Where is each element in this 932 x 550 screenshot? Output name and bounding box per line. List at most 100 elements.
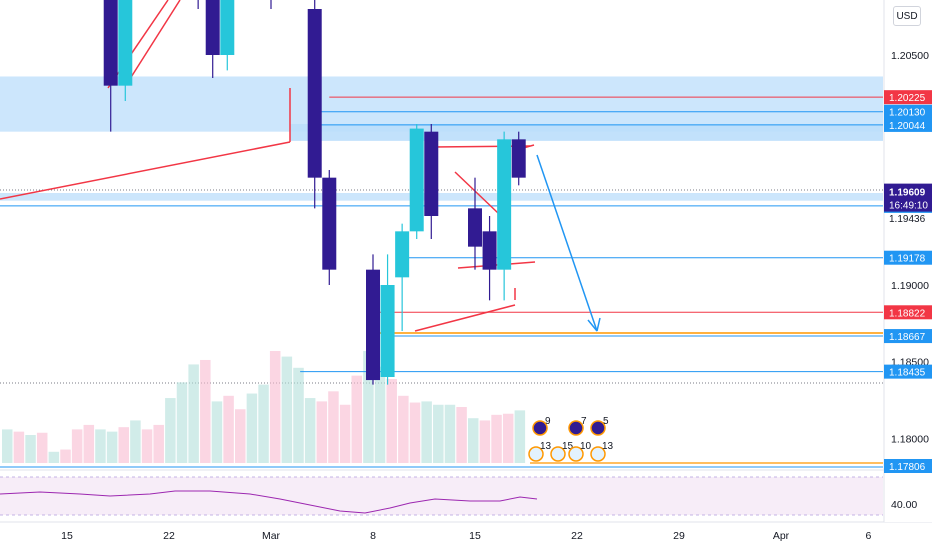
candle-down: [366, 269, 380, 381]
volume-bar: [328, 391, 339, 463]
volume-bar: [386, 379, 397, 463]
price-tag-bg: [884, 329, 932, 344]
volume-bar: [25, 435, 36, 463]
rsi-band: [0, 477, 883, 515]
volume-bar: [374, 366, 386, 463]
volume-bar: [211, 401, 223, 463]
volume-bar: [363, 351, 374, 463]
price-tag: 1.19178: [889, 254, 926, 265]
price-tag-bg: [884, 459, 932, 473]
candle-down: [482, 231, 497, 270]
trend-line: [454, 171, 499, 214]
candle-down: [468, 208, 482, 247]
volume-bar: [48, 451, 60, 463]
time-tick-label: 15: [61, 530, 73, 542]
price-tag-bg: [884, 104, 932, 119]
time-tick-label: 6: [866, 530, 872, 542]
price-tag: 1.17806: [889, 462, 926, 473]
volume-bar: [468, 418, 479, 463]
event-flag-icon: [568, 446, 584, 462]
candle-up: [118, 0, 133, 86]
volume-bar: [165, 398, 176, 463]
event-icon: [532, 420, 548, 436]
rsi-pane: [0, 469, 932, 523]
candle-up: [497, 139, 512, 270]
volume-bar: [71, 429, 83, 463]
price-tag: 1.18435: [889, 368, 926, 379]
volume-bar: [246, 393, 258, 463]
time-axis[interactable]: 1522Mar8152229Apr61: [61, 530, 932, 542]
volume-bar: [351, 375, 362, 463]
event-count: 10: [580, 441, 592, 452]
candle-up: [220, 0, 235, 56]
time-tick-label: 8: [370, 530, 376, 542]
volume-bar: [456, 407, 467, 463]
levels-layer: [0, 96, 883, 468]
candle-up: [395, 231, 410, 278]
volume-bar: [258, 384, 269, 463]
price-tag: 1.18667: [889, 332, 926, 343]
currency-button[interactable]: USD: [893, 6, 921, 26]
event-count: 5: [603, 416, 609, 427]
volume-bar: [118, 427, 129, 463]
current-price-label: 1.19609: [889, 188, 926, 199]
volume-bar: [269, 351, 281, 463]
volume-bar: [281, 356, 293, 463]
current-price-bg: [884, 183, 932, 212]
trend-line: [0, 141, 291, 200]
events-layer[interactable]: 9 7 5 13 15 10 13: [528, 416, 614, 462]
price-tag-bg: [884, 364, 932, 379]
trend-line: [414, 304, 516, 332]
time-tick-label: 22: [163, 530, 175, 542]
volume-bar: [153, 424, 164, 463]
current-zone: [0, 193, 883, 201]
volume-bar: [223, 395, 234, 463]
price-tag-bg: [884, 90, 932, 105]
grid-layer: [0, 189, 883, 384]
time-tick-label: 15: [469, 530, 481, 542]
price-tick-label: 1.19000: [891, 280, 929, 292]
price-tag-bg: [884, 117, 932, 132]
volume-bar: [235, 409, 246, 463]
event-count: 13: [540, 441, 552, 452]
price-tick-label: 1.20500: [891, 50, 929, 62]
volume-bar: [491, 414, 502, 463]
price-tag: 1.20130: [889, 108, 926, 119]
volume-bar: [176, 382, 188, 463]
time-tick-label: Mar: [262, 530, 281, 542]
rsi-value-label: 40.00: [891, 499, 917, 511]
event-flag-icon: [550, 446, 566, 462]
volume-bar: [141, 429, 153, 463]
volume-bar: [60, 449, 71, 463]
candle-down: [424, 131, 439, 217]
price-tag-bg: [884, 305, 932, 320]
supply-zone-inner: [290, 124, 883, 141]
volume-bar: [293, 367, 304, 463]
volume-bar: [130, 420, 141, 463]
event-flag-icon: [528, 446, 544, 462]
trend-line: [107, 0, 169, 89]
volume-bar: [95, 429, 106, 463]
volume-bar: [444, 404, 456, 463]
zones-layer: [0, 76, 883, 201]
volume-bar: [409, 402, 421, 463]
event-icon: [568, 420, 584, 436]
candles-layer: [103, 0, 526, 385]
price-axis[interactable]: 1.205001.190001.185001.180001.202251.201…: [883, 0, 932, 522]
event-flag-icon: [590, 446, 606, 462]
trend-line: [127, 0, 181, 83]
event-count: 13: [602, 441, 614, 452]
volume-bar: [200, 359, 211, 463]
event-icon: [590, 420, 606, 436]
volume-bar: [304, 398, 316, 463]
volume-bar: [106, 431, 118, 463]
candle-down: [322, 177, 337, 270]
candle-down: [103, 0, 118, 86]
countdown-label: 16:49:10: [889, 201, 928, 212]
event-count: 7: [581, 416, 587, 427]
price-tick-label: 1.18000: [891, 433, 929, 445]
candle-down: [511, 139, 526, 178]
supply-zone: [0, 76, 883, 132]
price-tag: 1.20044: [889, 121, 926, 132]
